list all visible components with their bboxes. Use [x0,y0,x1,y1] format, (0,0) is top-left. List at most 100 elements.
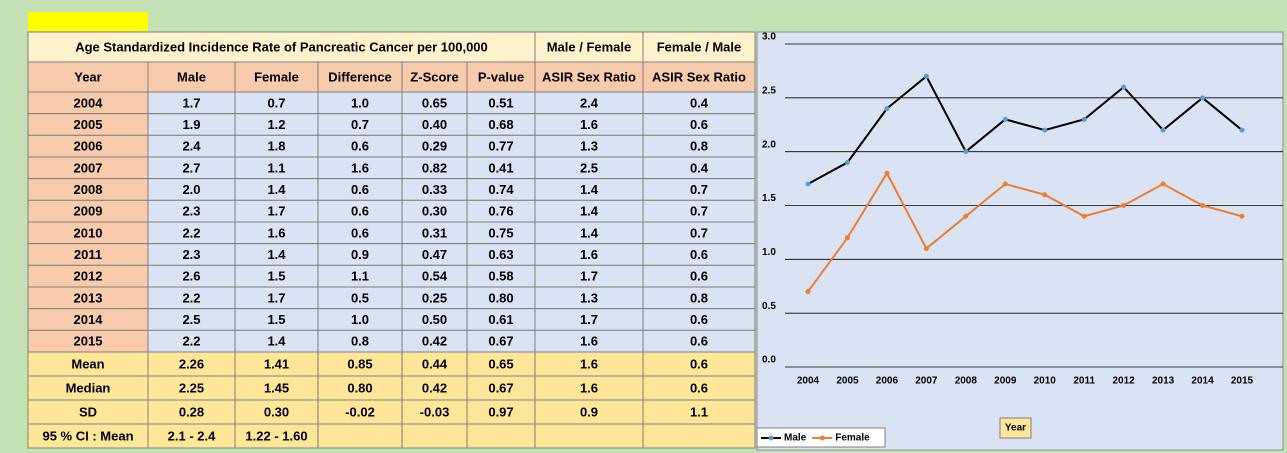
table-cell [317,423,403,449]
cell-text: 2008 [74,182,103,197]
cell-text: 2011 [74,247,102,262]
y-tick-label: 1.5 [762,193,776,204]
x-tick-label: 2009 [994,376,1017,387]
table-cell [534,31,644,63]
x-axis-title: Year [1005,423,1026,434]
cell-text: ASIR Sex Ratio [542,69,636,84]
cell-text: 2014 [74,312,104,327]
cell-text: 2009 [74,204,103,219]
cell-text: P-value [478,69,524,84]
cell-text: 0.4 [690,160,709,175]
cell-text: 2012 [74,269,103,284]
cell-text: 95 % CI : Mean [42,428,133,443]
table-cell [401,351,468,377]
cell-text: Mean [71,356,104,371]
series-line [807,74,1243,185]
cell-text: 2.0 [182,182,200,197]
x-tick-label: 2007 [915,376,938,387]
point [1042,192,1048,198]
cell-text: 2010 [74,225,103,240]
cell-text: 0.6 [351,182,369,197]
point [1121,84,1127,90]
cell-text: Z-Score [410,69,458,84]
table-cell [147,399,236,425]
cell-text: 1.6 [580,334,598,349]
cell-text: 0.44 [422,356,448,371]
cell-text: 1.1 [267,160,285,175]
point [884,106,890,112]
cell-text: 0.80 [488,290,513,305]
cell-text: 0.6 [351,139,369,154]
table-cell [642,375,756,401]
cell-text: 0.77 [488,139,513,154]
cell-text: 0.63 [488,247,513,262]
cell-text: 0.85 [347,356,372,371]
cell-text: 0.82 [422,160,447,175]
point [1160,127,1166,133]
table-cell [401,375,468,401]
point [844,159,850,165]
cell-text: 1.6 [351,160,369,175]
cell-text: 1.41 [264,356,289,371]
cell-text: 2013 [74,290,103,305]
cell-text: 1.9 [182,117,200,132]
cell-text: 1.7 [580,269,598,284]
table-cell [642,399,756,425]
point [1200,203,1206,208]
cell-text: 0.9 [580,404,598,419]
cell-text: 1.6 [580,247,598,262]
cell-text: 0.65 [422,95,447,110]
table-cell [534,399,644,425]
cell-text: 1.5 [267,312,285,327]
cell-text: Difference [328,69,392,84]
highlight-cell [28,12,148,31]
cell-text: 1.3 [580,139,598,154]
cell-text: 2.3 [182,247,200,262]
x-tick-label: 2012 [1113,376,1136,387]
cell-text: 0.41 [488,160,513,175]
legend-label: Female [835,433,870,444]
cell-text: 0.80 [347,380,372,395]
cell-text: 1.1 [351,269,369,284]
cell-text: 1.7 [267,204,285,219]
cell-text: Male / Female [547,39,632,54]
cell-text: 1.0 [351,95,369,110]
x-tick-label: 2015 [1231,376,1254,387]
point [1081,116,1087,122]
table-cell [642,423,756,449]
table-cell [466,351,536,377]
cell-text: 0.7 [690,225,708,240]
cell-text: 0.6 [690,334,708,349]
cell-text: 2.5 [580,160,598,175]
cell-text: 2004 [74,95,104,110]
cell-text: 1.7 [182,95,200,110]
cell-text: ASIR Sex Ratio [652,69,746,84]
cell-text: 0.6 [690,247,708,262]
point [1160,181,1166,187]
cell-text: SD [79,404,97,419]
point [844,235,850,241]
table-cell [401,61,468,93]
point [805,289,811,295]
cell-text: 1.0 [351,312,369,327]
table-cell [534,351,644,377]
cell-text: 0.7 [351,117,369,132]
y-tick-label: 0.0 [762,355,776,366]
cell-text: 0.50 [422,312,447,327]
legend-label: Male [784,433,807,444]
cell-text: 2.6 [182,269,200,284]
cell-text: 0.30 [264,404,289,419]
cell-text: 0.5 [351,290,369,305]
cell-text: 0.9 [351,247,369,262]
cell-text: 0.29 [422,139,447,154]
cell-text: Median [66,380,111,395]
table-cell [234,351,319,377]
cell-text: 0.25 [422,290,447,305]
cell-text: 1.4 [580,225,599,240]
cell-text: 2.1 - 2.4 [168,428,216,443]
x-tick-label: 2014 [1191,376,1214,387]
cell-text: 0.67 [488,380,513,395]
cell-text: 0.58 [488,269,513,284]
x-tick-label: 2008 [955,376,978,387]
